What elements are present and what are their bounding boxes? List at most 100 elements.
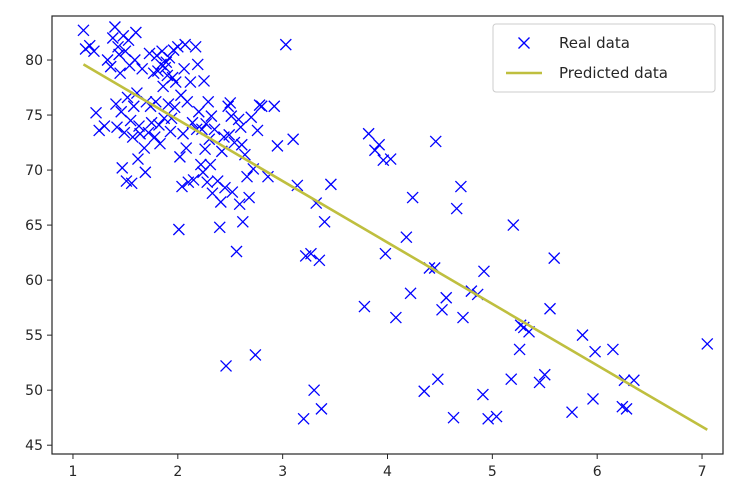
y-tick-label: 70 [25,163,43,179]
data-point [389,311,402,324]
data-point [220,360,233,372]
y-tick-label: 65 [25,218,43,234]
y-axis: 45 50 55 60 65 70 75 80 [25,53,52,454]
x-tick-label: 1 [69,464,78,480]
data-point [152,118,165,131]
data-point [142,126,155,139]
data-point [482,412,495,425]
data-point [384,153,397,166]
data-point [189,40,202,53]
data-point [224,96,237,109]
data-point [262,170,274,183]
data-point [249,348,262,361]
data-point [202,95,215,108]
data-point [241,170,253,183]
data-point [83,39,96,52]
data-point [162,98,175,110]
data-point [576,329,589,342]
data-point [313,254,326,267]
data-point [106,32,119,44]
data-point [180,142,193,155]
data-point [129,26,142,39]
data-point [136,62,149,75]
data-point [179,38,192,51]
plot-area [77,21,714,431]
data-point [173,150,186,163]
y-tick-label: 50 [25,383,43,399]
data-point [379,247,392,260]
data-point [200,117,213,130]
data-point [544,302,556,315]
data-point [168,101,181,114]
data-point [222,100,235,113]
data-point [251,124,264,137]
y-tick-label: 55 [25,328,43,344]
data-point [184,76,197,88]
x-tick-label: 5 [488,464,497,480]
data-point [219,181,231,194]
data-point [245,111,258,124]
data-point [101,54,114,66]
data-point [111,121,123,134]
legend-box [492,23,716,93]
data-point [548,252,561,265]
data-point [230,245,243,258]
data-point [109,98,122,110]
data-point [148,131,161,144]
data-point [208,123,221,136]
x-tick-label: 3 [278,464,287,480]
data-point [297,412,310,425]
data-point [187,174,200,186]
data-point [533,376,546,389]
data-point [198,74,210,87]
data-point [143,47,156,60]
data-point [271,139,284,152]
data-point [406,191,419,204]
data-point [701,337,714,350]
x-tick-label: 4 [383,464,392,480]
data-point [87,45,100,58]
data-point [436,303,448,316]
data-point [513,343,526,356]
data-point [127,100,140,113]
data-point [457,311,469,324]
data-point [201,176,214,189]
data-point [447,411,460,424]
data-point [505,373,518,386]
data-point [587,393,599,405]
data-point [373,138,386,151]
data-point [118,126,131,139]
data-point [145,116,158,129]
data-point [177,127,190,140]
data-point [204,158,217,171]
legend: Real data Predicted data [492,23,716,93]
data-point [255,100,268,113]
data-point [154,137,166,150]
data-point [181,95,194,108]
data-point [253,99,266,112]
data-point [125,177,138,190]
data-point [279,38,292,51]
data-point [164,125,177,138]
data-point [490,410,503,423]
data-point [114,67,127,80]
legend-label-real-data: Real data [559,34,630,52]
data-point [191,58,204,71]
data-point [287,133,300,146]
data-point [236,215,249,228]
y-tick-label: 60 [25,273,43,289]
data-point [606,343,619,356]
data-point [213,221,226,234]
data-point [139,166,152,179]
data-point [431,373,444,386]
x-tick-label: 2 [173,464,182,480]
data-point [454,180,467,193]
data-point [169,76,182,88]
data-point [377,154,390,167]
data-point [589,345,602,358]
data-point [477,265,490,278]
data-point [225,110,238,123]
data-point [358,300,371,313]
data-point [178,62,191,75]
